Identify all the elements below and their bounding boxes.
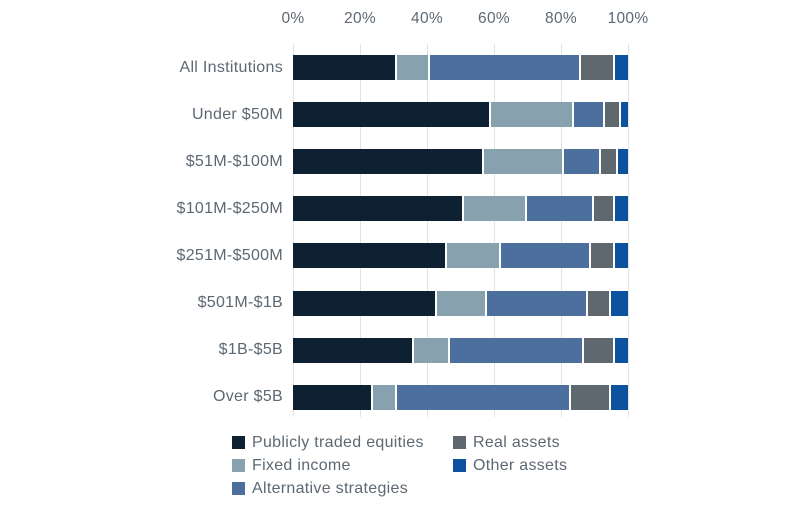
bar-segment-alternative-strategies: [430, 55, 582, 81]
bar-segment-fixed-income: [483, 149, 565, 175]
bar-segment-other-assets: [611, 290, 628, 316]
bar-segment-real-assets: [571, 384, 612, 410]
bar-segment-other-assets: [621, 102, 628, 128]
legend-label: Alternative strategies: [252, 479, 409, 497]
category-label: Under $50M: [191, 105, 283, 123]
legend-swatch-icon: [453, 436, 466, 449]
chart-row-101m-250m: $101M-$250M: [0, 185, 630, 232]
bar-segment-fixed-income: [447, 243, 501, 269]
bar-rows: All Institutions Under $50M $51M-$100M $101…: [0, 44, 630, 421]
chart-row-51m-100m: $51M-$100M: [0, 138, 630, 185]
x-axis-tick-label: 80%: [545, 10, 577, 27]
bar-segment-publicly-traded-equities: [293, 243, 448, 269]
legend-item-publicly-traded-equities: Publicly traded equities: [232, 434, 453, 452]
stacked-bar-51m-100m: [293, 149, 628, 175]
x-axis-tick-label: 60%: [478, 10, 510, 27]
bar-segment-alternative-strategies: [500, 243, 592, 269]
x-axis-tick-label: 0%: [281, 10, 305, 27]
bar-segment-publicly-traded-equities: [293, 149, 484, 175]
bar-segment-alternative-strategies: [527, 196, 595, 222]
bar-segment-fixed-income: [413, 337, 451, 363]
chart-row-all-institutions: All Institutions: [0, 44, 630, 91]
legend-item-real-assets: Real assets: [453, 434, 567, 452]
bar-segment-real-assets: [591, 243, 615, 269]
bar-segment-alternative-strategies: [487, 290, 588, 316]
bar-segment-publicly-traded-equities: [293, 102, 491, 128]
bar-segment-fixed-income: [437, 290, 488, 316]
legend-swatch-icon: [453, 459, 466, 472]
bar-segment-publicly-traded-equities: [293, 55, 397, 81]
bar-segment-alternative-strategies: [450, 337, 585, 363]
stacked-bar-501m-1b: [293, 290, 628, 316]
bar-segment-real-assets: [594, 196, 615, 222]
chart-row-251m-500m: $251M-$500M: [0, 232, 630, 279]
bar-segment-other-assets: [617, 149, 628, 175]
x-axis: 0% 20% 40% 60% 80% 100%: [281, 10, 648, 32]
gridline: [494, 44, 495, 417]
bar-segment-real-assets: [601, 149, 618, 175]
bar-segment-fixed-income: [463, 196, 528, 222]
gridline: [561, 44, 562, 417]
stacked-bar-101m-250m: [293, 196, 628, 222]
bar-segment-real-assets: [587, 290, 612, 316]
gridline: [360, 44, 361, 417]
gridline: [293, 44, 294, 417]
stacked-bar-all-institutions: [293, 55, 628, 81]
bar-segment-publicly-traded-equities: [293, 384, 374, 410]
bar-segment-alternative-strategies: [396, 384, 572, 410]
legend-label: Other assets: [473, 456, 568, 474]
legend-swatch-icon: [232, 482, 245, 495]
bar-segment-real-assets: [604, 102, 622, 128]
x-axis-tick-label: 20%: [344, 10, 376, 27]
bar-segment-other-assets: [614, 337, 628, 363]
gridlines: [293, 44, 630, 417]
legend-swatch-icon: [232, 436, 245, 449]
bar-segment-fixed-income: [396, 55, 431, 81]
legend-item-alternative-strategies: Alternative strategies: [232, 480, 453, 498]
bar-segment-publicly-traded-equities: [293, 337, 414, 363]
legend-swatch-icon: [232, 459, 245, 472]
category-label: $1B-$5B: [218, 341, 283, 359]
legend: Publicly traded equities Fixed income Alte…: [232, 431, 567, 500]
legend-item-other-assets: Other assets: [453, 457, 567, 475]
bar-segment-publicly-traded-equities: [293, 196, 464, 222]
stacked-bar-251m-500m: [293, 243, 628, 269]
legend-item-fixed-income: Fixed income: [232, 457, 453, 475]
legend-label: Publicly traded equities: [252, 433, 424, 451]
bar-segment-alternative-strategies: [564, 149, 602, 175]
category-label: $501M-$1B: [197, 294, 283, 312]
chart-row-under-50m: Under $50M: [0, 91, 630, 138]
bar-segment-publicly-traded-equities: [293, 290, 438, 316]
bar-segment-real-assets: [584, 337, 615, 363]
x-axis-tick-label: 100%: [607, 10, 649, 27]
stacked-bar-under-50m: [293, 102, 628, 128]
stacked-bar-1b-5b: [293, 337, 628, 363]
bar-segment-fixed-income: [373, 384, 397, 410]
bar-segment-fixed-income: [490, 102, 575, 128]
bar-segment-other-assets: [614, 55, 628, 81]
category-label: All Institutions: [179, 58, 283, 76]
legend-label: Real assets: [473, 433, 560, 451]
category-label: $251M-$500M: [176, 246, 283, 264]
bar-segment-other-assets: [614, 243, 628, 269]
bar-segment-alternative-strategies: [574, 102, 605, 128]
chart-row-501m-1b: $501M-$1B: [0, 279, 630, 326]
gridline: [628, 44, 629, 417]
x-axis-tick-label: 40%: [411, 10, 443, 27]
gridline: [427, 44, 428, 417]
category-label: Over $5B: [213, 388, 283, 406]
chart-row-1b-5b: $1B-$5B: [0, 327, 630, 374]
chart-row-over-5b: Over $5B: [0, 374, 630, 421]
bar-segment-other-assets: [614, 196, 628, 222]
stacked-bar-over-5b: [293, 384, 628, 410]
bar-segment-real-assets: [581, 55, 615, 81]
category-label: $51M-$100M: [185, 152, 283, 170]
bar-segment-other-assets: [611, 384, 628, 410]
legend-label: Fixed income: [252, 456, 351, 474]
category-label: $101M-$250M: [176, 199, 283, 217]
